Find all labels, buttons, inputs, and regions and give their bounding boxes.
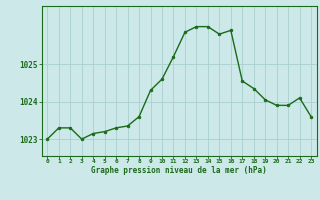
X-axis label: Graphe pression niveau de la mer (hPa): Graphe pression niveau de la mer (hPa) [91, 166, 267, 175]
